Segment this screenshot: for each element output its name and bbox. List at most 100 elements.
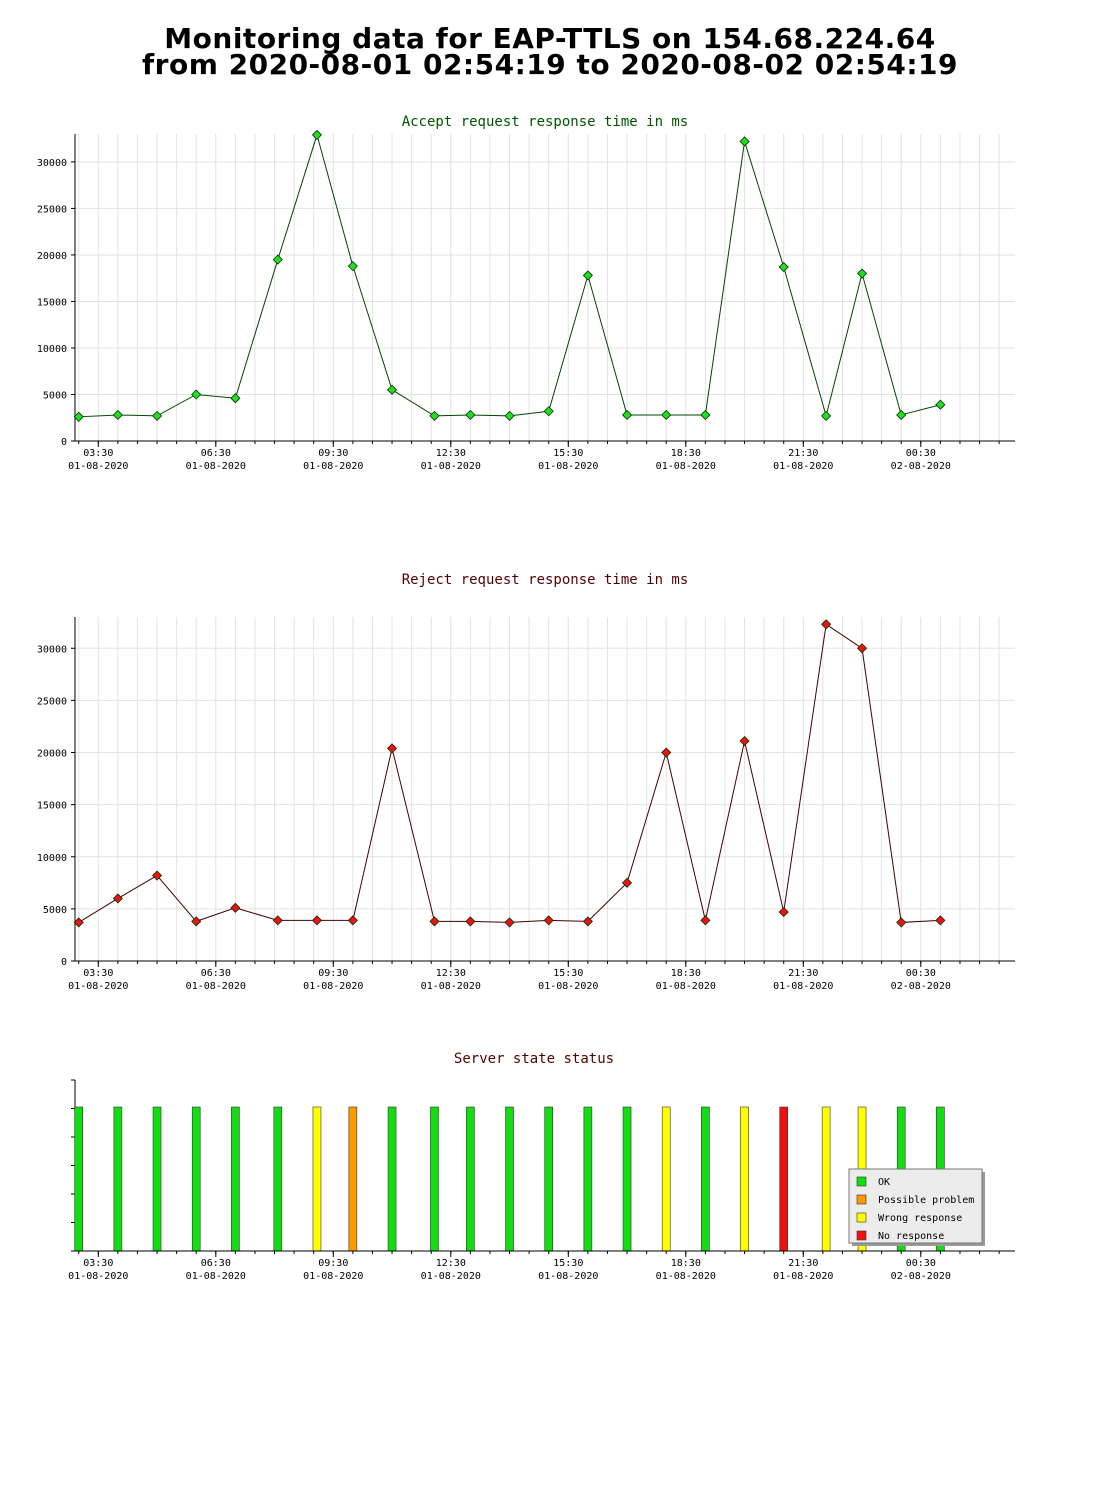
data-point bbox=[582, 916, 593, 927]
data-point bbox=[896, 409, 907, 421]
data-point bbox=[429, 916, 440, 927]
data-point bbox=[465, 916, 476, 927]
data-point bbox=[896, 917, 907, 928]
x-tick-time-label: 09:30 bbox=[318, 448, 348, 459]
x-tick-date-label: 01-08-2020 bbox=[538, 1271, 598, 1282]
data-point bbox=[429, 410, 440, 421]
data-point bbox=[504, 410, 515, 421]
x-tick-date-label: 01-08-2020 bbox=[186, 1271, 246, 1282]
data-point bbox=[778, 906, 789, 918]
report-title-line-1: Monitoring data for EAP-TTLS on 154.68.2… bbox=[164, 22, 936, 55]
x-tick-time-label: 09:30 bbox=[318, 968, 348, 979]
data-point bbox=[543, 915, 554, 926]
x-tick-time-label: 15:30 bbox=[553, 968, 583, 979]
status-bar bbox=[821, 1106, 831, 1252]
legend-label-wrong: Wrong response bbox=[878, 1213, 962, 1224]
x-tick-time-label: 03:30 bbox=[83, 448, 113, 459]
legend-label-ok: OK bbox=[878, 1177, 890, 1188]
data-point bbox=[582, 270, 593, 281]
legend-swatch-wrong bbox=[856, 1212, 867, 1223]
data-point bbox=[621, 877, 633, 888]
status-bar bbox=[312, 1106, 322, 1252]
data-point bbox=[347, 915, 358, 926]
legend-label-possible: Possible problem bbox=[878, 1195, 974, 1206]
data-point bbox=[112, 893, 123, 904]
data-point bbox=[151, 870, 163, 881]
status-bar bbox=[273, 1106, 283, 1252]
x-tick-date-label: 01-08-2020 bbox=[656, 981, 716, 992]
x-tick-date-label: 01-08-2020 bbox=[303, 1271, 363, 1282]
x-tick-date-label: 01-08-2020 bbox=[421, 1271, 481, 1282]
x-tick-date-label: 01-08-2020 bbox=[68, 461, 128, 472]
x-tick-date-label: 02-08-2020 bbox=[891, 981, 951, 992]
x-tick-date-label: 01-08-2020 bbox=[68, 981, 128, 992]
x-tick-time-label: 15:30 bbox=[553, 1258, 583, 1269]
data-point bbox=[112, 409, 123, 421]
x-tick-date-label: 01-08-2020 bbox=[773, 1271, 833, 1282]
reject-response-chart: Reject request response time in ms 0 5000 1… bbox=[37, 572, 1015, 992]
data-point bbox=[311, 129, 323, 140]
x-tick-time-label: 06:30 bbox=[201, 968, 231, 979]
x-tick-time-label: 15:30 bbox=[553, 448, 583, 459]
data-point bbox=[856, 643, 868, 654]
x-tick-date-label: 01-08-2020 bbox=[421, 981, 481, 992]
y-tick-label: 10000 bbox=[37, 853, 67, 864]
data-point bbox=[230, 393, 241, 404]
data-point bbox=[739, 136, 750, 147]
y-tick-label: 30000 bbox=[37, 644, 67, 655]
status-bar bbox=[701, 1106, 710, 1252]
x-tick-time-label: 21:30 bbox=[788, 1258, 818, 1269]
x-tick-time-label: 18:30 bbox=[671, 968, 701, 979]
data-point bbox=[151, 410, 163, 421]
x-tick-time-label: 00:30 bbox=[906, 1258, 936, 1269]
y-tick-label: 20000 bbox=[37, 251, 67, 262]
status-bar bbox=[661, 1106, 671, 1252]
x-tick-date-label: 01-08-2020 bbox=[773, 461, 833, 472]
x-tick-time-label: 03:30 bbox=[83, 968, 113, 979]
status-bar bbox=[430, 1106, 439, 1252]
data-point bbox=[778, 261, 789, 273]
x-tick-time-label: 12:30 bbox=[436, 968, 466, 979]
y-tick-label: 30000 bbox=[37, 158, 67, 169]
y-tick-label: 0 bbox=[61, 957, 67, 968]
x-tick-time-label: 06:30 bbox=[201, 1258, 231, 1269]
status-bar bbox=[113, 1106, 123, 1252]
x-tick-date-label: 01-08-2020 bbox=[656, 1271, 716, 1282]
x-tick-date-label: 02-08-2020 bbox=[891, 461, 951, 472]
x-tick-date-label: 02-08-2020 bbox=[891, 1271, 951, 1282]
status-bar bbox=[779, 1106, 789, 1252]
data-point bbox=[191, 916, 202, 927]
status-bar bbox=[505, 1106, 514, 1252]
data-point bbox=[504, 917, 515, 928]
status-bar bbox=[466, 1106, 475, 1252]
data-point bbox=[621, 409, 633, 421]
legend-label-none: No response bbox=[878, 1231, 944, 1242]
x-tick-date-label: 01-08-2020 bbox=[303, 461, 363, 472]
x-tick-date-label: 01-08-2020 bbox=[186, 981, 246, 992]
x-tick-time-label: 18:30 bbox=[671, 448, 701, 459]
x-tick-date-label: 01-08-2020 bbox=[656, 461, 716, 472]
status-bar bbox=[740, 1106, 749, 1252]
status-bar bbox=[544, 1106, 554, 1252]
data-point bbox=[73, 917, 84, 928]
data-point bbox=[465, 409, 476, 421]
x-tick-time-label: 00:30 bbox=[906, 448, 936, 459]
y-tick-label: 25000 bbox=[37, 696, 67, 707]
chart-title: Accept request response time in ms bbox=[402, 114, 689, 130]
x-tick-time-label: 21:30 bbox=[788, 968, 818, 979]
x-tick-time-label: 03:30 bbox=[83, 1258, 113, 1269]
server-status-chart: Server state status 03:30 01-08-2020 06:30 0… bbox=[68, 1051, 1015, 1282]
x-tick-date-label: 01-08-2020 bbox=[421, 461, 481, 472]
y-tick-label: 10000 bbox=[37, 344, 67, 355]
x-tick-time-label: 18:30 bbox=[671, 1258, 701, 1269]
data-point bbox=[661, 409, 672, 421]
x-tick-time-label: 12:30 bbox=[436, 1258, 466, 1269]
status-bar bbox=[348, 1106, 358, 1252]
data-point bbox=[386, 384, 398, 395]
status-bar bbox=[191, 1106, 201, 1252]
data-point bbox=[347, 261, 358, 272]
legend-box bbox=[848, 1168, 983, 1244]
data-point bbox=[739, 735, 750, 747]
y-tick-label: 15000 bbox=[37, 297, 67, 308]
